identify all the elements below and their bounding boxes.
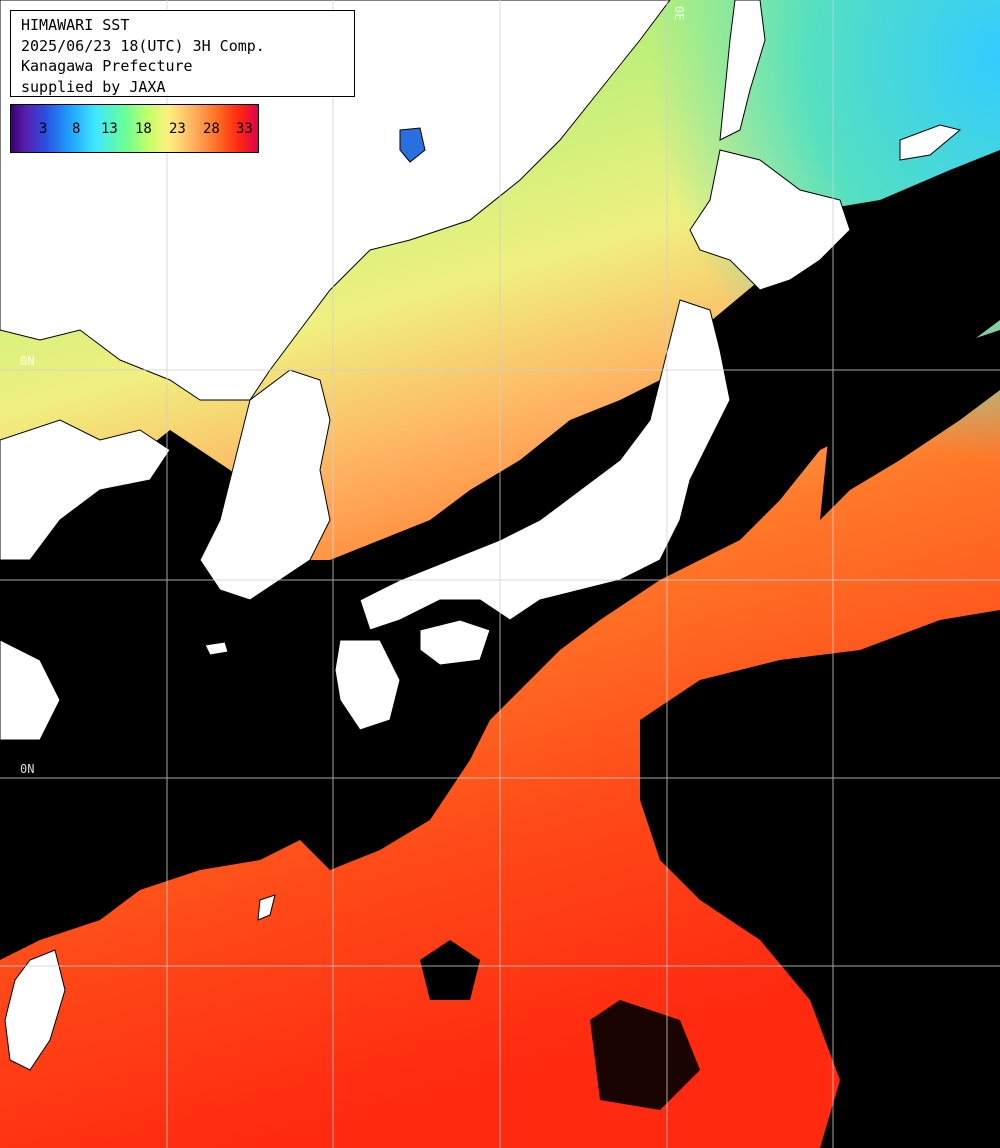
title-box: HIMAWARI SST 2025/06/23 18(UTC) 3H Comp.… [10, 10, 355, 97]
scale-tick: 23 [169, 121, 186, 137]
temperature-color-scale: 3 8 13 18 23 28 33 [10, 104, 259, 153]
lat-label: 0N [20, 762, 35, 776]
lat-label: 0N [20, 354, 35, 368]
scale-tick: 28 [203, 121, 220, 137]
lon-label: 0E [672, 6, 686, 21]
title-line-4: supplied by JAXA [21, 77, 166, 96]
scale-tick: 33 [236, 121, 253, 137]
title-line-2: 2025/06/23 18(UTC) 3H Comp. [21, 36, 265, 55]
scale-tick: 13 [101, 121, 118, 137]
scale-tick: 3 [39, 121, 48, 137]
scale-tick: 18 [135, 121, 152, 137]
scale-tick: 8 [72, 121, 81, 137]
title-line-1: HIMAWARI SST [21, 16, 130, 34]
title-line-3: Kanagawa Prefecture [21, 57, 193, 75]
